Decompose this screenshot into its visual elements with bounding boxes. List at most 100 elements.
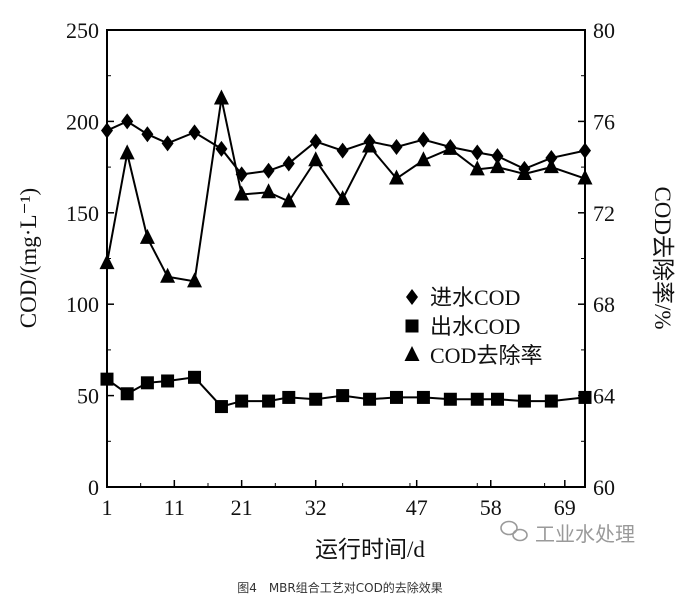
diamond-marker <box>161 135 174 152</box>
triangle-marker <box>469 160 485 176</box>
diamond-marker <box>390 138 403 155</box>
wechat-icon <box>500 520 528 542</box>
square-marker <box>161 374 175 388</box>
diamond-marker <box>417 131 430 148</box>
x-tick-label: 47 <box>406 495 428 520</box>
diamond-marker <box>309 133 322 150</box>
diamond-marker <box>282 155 295 172</box>
left-y-tick-label: 250 <box>66 18 99 43</box>
diamond-marker <box>188 124 201 141</box>
legend-item: 出水COD <box>405 314 520 339</box>
triangle-marker <box>335 190 351 206</box>
left-y-tick-label: 200 <box>66 109 99 134</box>
x-tick-label: 11 <box>164 495 185 520</box>
right-y-tick-label: 80 <box>593 18 615 43</box>
square-marker <box>235 394 249 408</box>
square-marker <box>282 390 296 404</box>
series-2 <box>100 370 592 414</box>
legend-label: COD去除率 <box>430 343 542 368</box>
diamond-marker <box>101 122 113 139</box>
square-marker <box>363 392 377 406</box>
diamond-marker <box>545 149 558 166</box>
square-marker <box>120 387 134 401</box>
triangle-marker <box>577 169 593 185</box>
diamond-marker <box>262 162 275 179</box>
square-marker <box>389 390 403 404</box>
square-marker <box>517 394 531 408</box>
left-y-tick-label: 0 <box>88 475 99 500</box>
legend-item: 进水COD <box>406 285 520 310</box>
right-y-tick-label: 64 <box>593 384 615 409</box>
triangle-marker <box>362 137 378 153</box>
triangle-marker <box>99 254 115 270</box>
square-marker <box>188 370 202 384</box>
triangle-marker <box>160 267 176 283</box>
x-tick-label: 58 <box>480 495 502 520</box>
x-tick-label: 69 <box>554 495 576 520</box>
square-marker <box>262 394 276 408</box>
square-marker <box>490 392 504 406</box>
square-marker <box>100 372 114 386</box>
legend-square-icon <box>405 319 419 333</box>
triangle-marker <box>187 272 203 288</box>
right-y-tick-label: 60 <box>593 475 615 500</box>
square-marker <box>336 389 350 403</box>
left-y-tick-label: 100 <box>66 292 99 317</box>
square-marker <box>544 394 558 408</box>
square-marker <box>309 392 323 406</box>
triangle-marker <box>234 185 250 201</box>
series-line <box>106 98 586 283</box>
square-marker <box>214 400 228 414</box>
figure-caption: 图4 MBR组合工艺对COD的去除效果 <box>237 580 443 595</box>
series-layer <box>99 89 593 414</box>
legend-triangle-icon <box>404 346 420 361</box>
legend-label: 进水COD <box>430 285 520 310</box>
left-y-axis-ticks: 0 50 100 150 200 250 <box>66 18 114 500</box>
triangle-marker <box>442 139 458 155</box>
square-marker <box>578 390 592 404</box>
triangle-marker <box>516 164 532 180</box>
diamond-marker <box>141 126 154 143</box>
square-marker <box>470 392 484 406</box>
right-y-tick-label: 76 <box>593 109 615 134</box>
right-y-tick-label: 68 <box>593 292 615 317</box>
triangle-marker <box>388 169 404 185</box>
left-y-tick-label: 50 <box>77 384 99 409</box>
legend: 进水COD 出水COD COD去除率 <box>404 285 542 368</box>
legend-diamond-icon <box>406 289 418 305</box>
x-tick-label: 1 <box>102 495 113 520</box>
triangle-marker <box>119 144 135 160</box>
diamond-marker <box>471 144 484 161</box>
watermark-text: 工业水处理 <box>535 522 635 546</box>
diamond-marker <box>579 142 591 159</box>
left-y-tick-label: 150 <box>66 201 99 226</box>
square-marker <box>443 392 457 406</box>
series-3 <box>99 89 593 288</box>
x-axis-ticks: 1 11 21 32 47 58 69 <box>102 480 576 520</box>
x-tick-label: 32 <box>305 495 327 520</box>
right-y-axis-ticks: 60 64 68 72 76 80 <box>578 18 615 500</box>
triangle-marker <box>281 192 297 208</box>
triangle-marker <box>489 158 505 174</box>
triangle-marker <box>139 228 155 244</box>
square-marker <box>416 390 430 404</box>
triangle-marker <box>415 151 431 167</box>
legend-label: 出水COD <box>430 314 520 339</box>
x-tick-label: 21 <box>231 495 253 520</box>
triangle-marker <box>213 89 229 105</box>
legend-item: COD去除率 <box>404 343 542 368</box>
square-marker <box>140 376 154 390</box>
triangle-marker <box>308 151 324 167</box>
left-y-axis-title: COD/(mg·L⁻¹) <box>16 188 41 328</box>
diamond-marker <box>336 142 349 159</box>
right-y-axis-title: COD去除率/% <box>650 186 675 329</box>
triangle-marker <box>543 158 559 174</box>
right-y-tick-label: 72 <box>593 201 615 226</box>
x-axis-title: 运行时间/d <box>315 537 425 562</box>
triangle-marker <box>261 183 277 199</box>
plot-frame <box>106 29 586 488</box>
watermark: 工业水处理 <box>500 520 635 546</box>
diamond-marker <box>491 148 504 165</box>
diamond-marker <box>215 140 228 157</box>
